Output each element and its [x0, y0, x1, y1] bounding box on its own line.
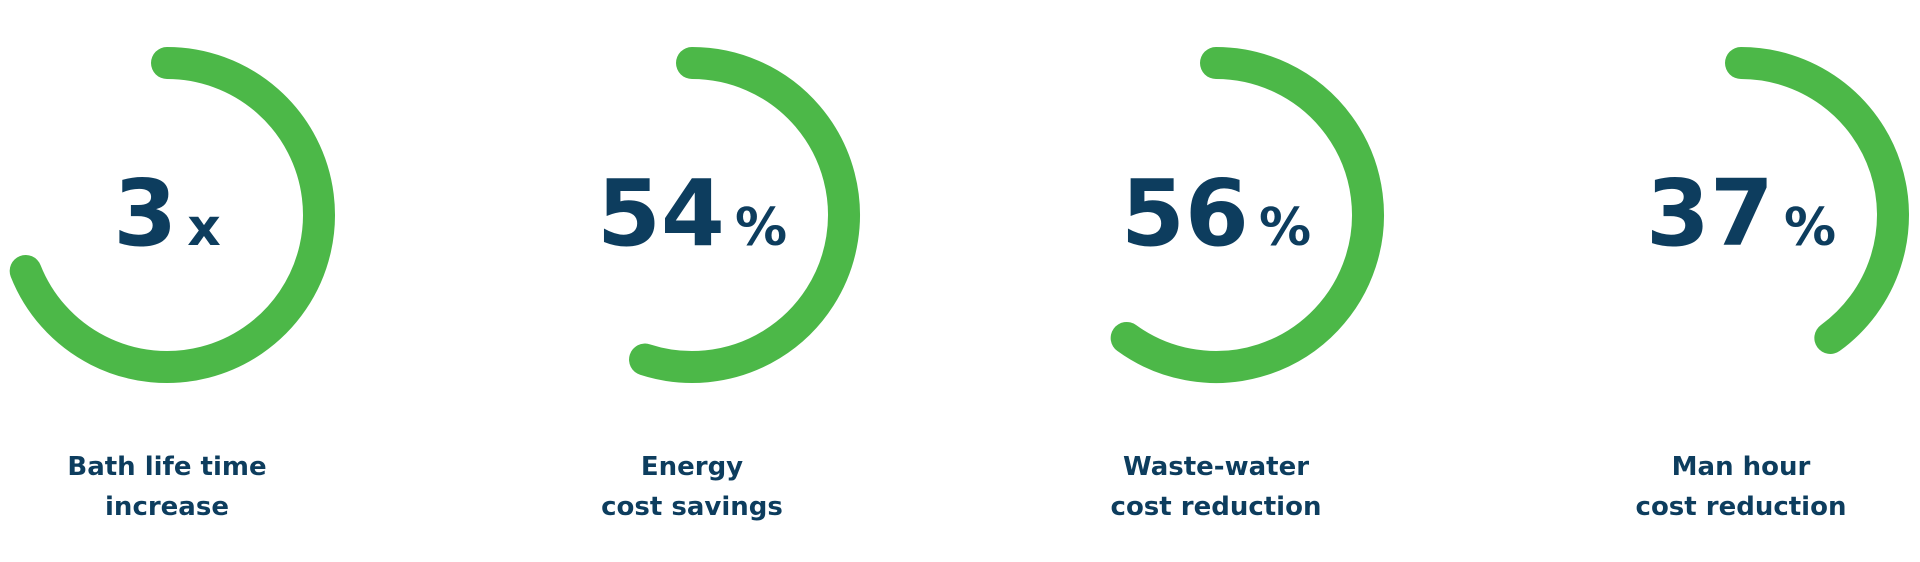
gauge-arc	[629, 47, 860, 383]
stat-value: 37%	[1646, 160, 1836, 267]
stat-label: cost savings	[601, 492, 783, 522]
stat-unit: %	[1259, 198, 1311, 258]
stat-unit: x	[187, 198, 221, 258]
stat-number: 54	[597, 160, 725, 267]
stat-label: increase	[105, 492, 229, 522]
stat-value: 56%	[1121, 160, 1311, 267]
stat-unit: %	[1784, 198, 1836, 258]
stat-label: Bath life time	[67, 452, 266, 482]
stat-label: cost reduction	[1111, 492, 1322, 522]
stat-label: Waste-water	[1123, 452, 1309, 482]
stat-value: 54%	[597, 160, 787, 267]
gauge-arc	[9, 47, 335, 383]
stat-unit: %	[735, 198, 787, 258]
stat-label: cost reduction	[1636, 492, 1847, 522]
gauge-arc	[1725, 47, 1909, 354]
stat-number: 3	[113, 160, 177, 267]
stat-number: 56	[1121, 160, 1249, 267]
stat-label: Energy	[641, 452, 743, 482]
stat-label: Man hour	[1672, 452, 1811, 482]
gauge-arc	[1110, 47, 1384, 383]
stat-number: 37	[1646, 160, 1774, 267]
